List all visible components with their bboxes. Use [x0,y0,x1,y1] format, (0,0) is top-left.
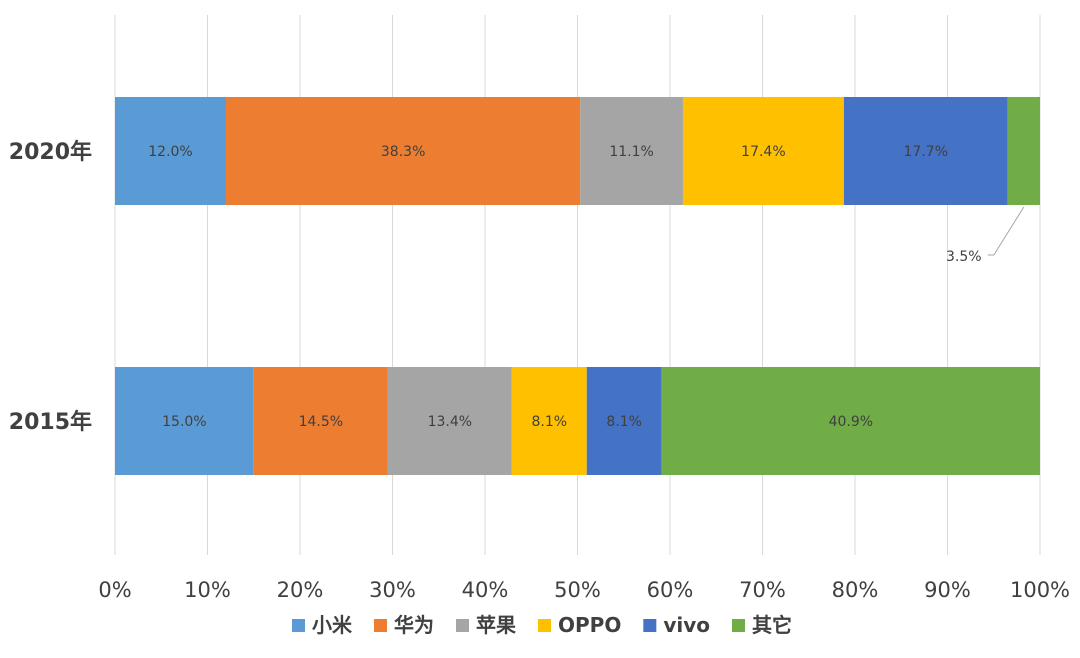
x-tick-label: 70% [739,578,786,602]
x-tick-label: 50% [554,578,601,602]
data-label: 17.4% [741,144,785,160]
bar-segment [586,367,662,475]
bar-segment [387,367,512,475]
x-tick-label: 90% [924,578,971,602]
legend-swatch [292,619,305,632]
category-label: 2020年 [9,139,92,165]
legend-label: 小米 [312,613,353,637]
axes: 0% 10% 20% 30% 40% 50% 60% 70% 80% 90% 100% 2020年 20… [9,139,1070,602]
x-tick-label: 60% [647,578,694,602]
legend-swatch [374,619,387,632]
data-label: 40.9% [829,414,873,430]
data-label: 8.1% [531,414,567,430]
category-label: 2015年 [9,409,92,435]
x-tick-label: 30% [369,578,416,602]
data-label: 3.5% [946,249,982,265]
bar-segment [682,97,844,205]
legend: 小米 华为 苹果 OPPO vivo 其它 [292,613,792,637]
x-tick-label: 40% [462,578,509,602]
legend-label: OPPO [558,613,621,637]
bar-segment [253,367,388,475]
bar-segment [843,97,1008,205]
data-label: 12.0% [148,144,192,160]
x-tick-label: 10% [184,578,231,602]
x-tick-label: 100% [1010,578,1070,602]
data-label: 38.3% [381,144,425,160]
data-label: 8.1% [606,414,642,430]
bar-segment [115,367,254,475]
data-label: 13.4% [428,414,472,430]
legend-label: 其它 [752,613,792,637]
legend-label: 苹果 [476,613,516,637]
bar-segment [115,97,226,205]
bar-segment [661,367,1040,475]
legend-swatch [643,619,657,632]
data-labels: 12.0% 38.3% 11.1% 17.4% 17.7% 3.5% 15.0% 14.5% 1… [148,144,1025,430]
bar-segment [1007,97,1040,205]
bar-segment [511,367,587,475]
legend-swatch [732,619,745,632]
bar-segment [226,97,581,205]
bar-segment [580,97,683,205]
data-label: 15.0% [162,414,206,430]
legend-swatch [456,619,469,632]
legend-label: vivo [663,613,710,637]
data-label-leader [987,206,1025,256]
x-tick-label: 0% [98,578,131,602]
data-label: 11.1% [609,144,653,160]
data-label: 14.5% [299,414,343,430]
legend-label: 华为 [394,613,434,637]
legend-swatch [538,619,551,632]
bars [115,97,1040,475]
x-tick-label: 20% [277,578,324,602]
data-label: 17.7% [904,144,948,160]
x-tick-label: 80% [832,578,879,602]
